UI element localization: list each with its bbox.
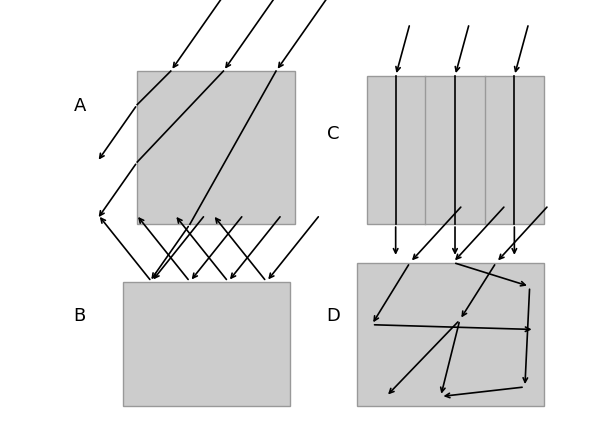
Text: A: A bbox=[74, 96, 86, 114]
Bar bbox=[123, 282, 291, 406]
Text: C: C bbox=[327, 125, 340, 143]
Bar bbox=[358, 263, 544, 406]
Bar bbox=[367, 77, 544, 225]
Text: B: B bbox=[74, 307, 86, 324]
Text: D: D bbox=[327, 307, 340, 324]
Bar bbox=[138, 72, 295, 225]
